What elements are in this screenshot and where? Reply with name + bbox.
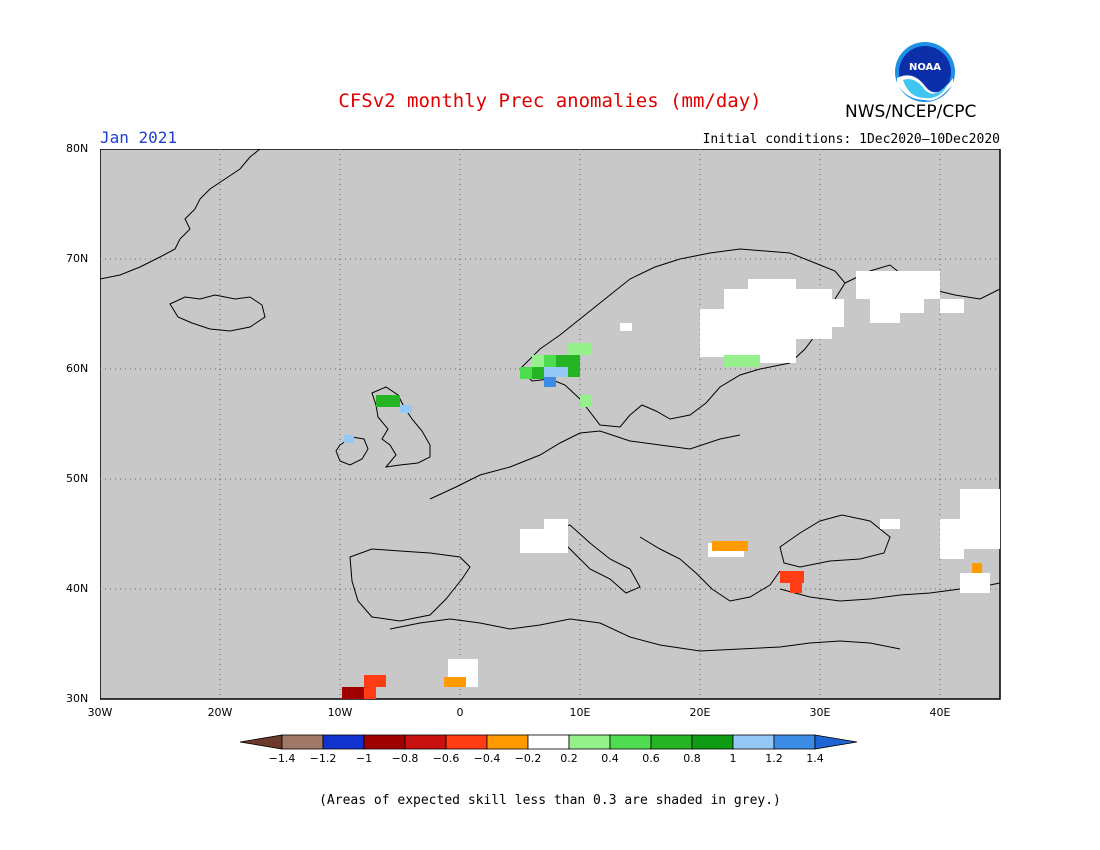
ireland-coast (335, 436, 369, 466)
agency-label: NWS/NCEP/CPC (845, 102, 977, 122)
legend-tick-label: −0.2 (514, 752, 542, 765)
legend-tick-label: 1.4 (806, 752, 824, 765)
anomaly-cells (342, 271, 1000, 699)
lat-label-50n: 50N (66, 472, 89, 485)
lat-label-40n: 40N (66, 582, 89, 595)
light-green-cells (532, 343, 760, 407)
skill-note: (Areas of expected skill less than 0.3 a… (319, 793, 781, 808)
lat-label-80n: 80N (66, 142, 89, 155)
greenland-coast (100, 149, 261, 280)
light-blue-cells (344, 367, 568, 443)
coastlines (100, 149, 1001, 652)
orange-cells (444, 541, 982, 687)
legend-color-box-14 (814, 734, 858, 750)
lon-label-20w: 20W (207, 706, 233, 719)
map-frame (100, 149, 1001, 700)
legend-color-box-2 (322, 734, 365, 750)
legend-color-box-8 (568, 734, 611, 750)
dark-green-cells (376, 355, 580, 407)
noaa-logo: NOAA (895, 42, 955, 102)
legend-color-box-3 (363, 734, 406, 750)
legend-tick-label: −1.2 (309, 752, 337, 765)
initial-conditions-label: Initial conditions: 1Dec2020–10Dec2020 (702, 132, 1000, 147)
legend-tick-label: 0.8 (683, 752, 701, 765)
legend-color-box-0 (240, 734, 283, 750)
precipitation-anomaly-map (100, 149, 1001, 700)
legend-tick-label: 1 (729, 752, 737, 765)
legend-color-box-7 (527, 734, 570, 750)
iceland-coast (169, 294, 266, 332)
legend-color-box-1 (281, 734, 324, 750)
blue-cells (544, 377, 556, 387)
map-title: CFSv2 monthly Prec anomalies (mm/day) (338, 90, 762, 112)
legend-color-box-6 (486, 734, 529, 750)
legend-tick-label: 0.2 (560, 752, 578, 765)
europe-mainland-coast (429, 430, 741, 500)
lon-label-40e: 40E (929, 706, 951, 719)
legend-color-box-12 (732, 734, 775, 750)
legend-color-box-10 (650, 734, 693, 750)
lat-label-70n: 70N (66, 252, 89, 265)
color-legend (240, 734, 858, 750)
forecast-month-label: Jan 2021 (100, 128, 178, 147)
legend-tick-label: −0.4 (473, 752, 501, 765)
neutral-cells (448, 271, 1000, 687)
italy-coast (548, 524, 641, 594)
legend-color-box-13 (773, 734, 816, 750)
balkans-coast (639, 536, 781, 602)
legend-color-box-5 (445, 734, 488, 750)
lon-label-10w: 10W (327, 706, 353, 719)
lon-label-30w: 30W (87, 706, 113, 719)
map-gridlines (100, 149, 1000, 699)
lon-label-10e: 10E (569, 706, 591, 719)
legend-color-box-4 (404, 734, 447, 750)
dark-red-cells (342, 687, 364, 699)
noaa-logo-text: NOAA (909, 62, 941, 73)
legend-tick-label: 0.6 (642, 752, 660, 765)
lon-label-0: 0 (456, 706, 464, 719)
lat-label-60n: 60N (66, 362, 89, 375)
legend-tick-label: 0.4 (601, 752, 619, 765)
legend-tick-label: −0.6 (432, 752, 460, 765)
legend-tick-label: −1 (355, 752, 373, 765)
legend-tick-label: −1.4 (268, 752, 296, 765)
lon-label-20e: 20E (689, 706, 711, 719)
legend-color-box-9 (609, 734, 652, 750)
red-orange-cells (364, 571, 804, 699)
legend-color-box-11 (691, 734, 734, 750)
lon-label-30e: 30E (809, 706, 831, 719)
lat-label-30n: 30N (66, 692, 89, 705)
north-africa-coast (389, 618, 901, 652)
black-sea-coast (779, 514, 891, 568)
legend-color-boxes (240, 734, 858, 750)
legend-tick-label: 1.2 (765, 752, 783, 765)
legend-tick-label: −0.8 (391, 752, 419, 765)
iberia-coast (349, 548, 471, 622)
